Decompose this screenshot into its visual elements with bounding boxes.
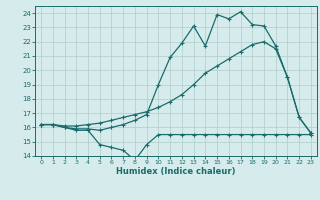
X-axis label: Humidex (Indice chaleur): Humidex (Indice chaleur) <box>116 167 236 176</box>
